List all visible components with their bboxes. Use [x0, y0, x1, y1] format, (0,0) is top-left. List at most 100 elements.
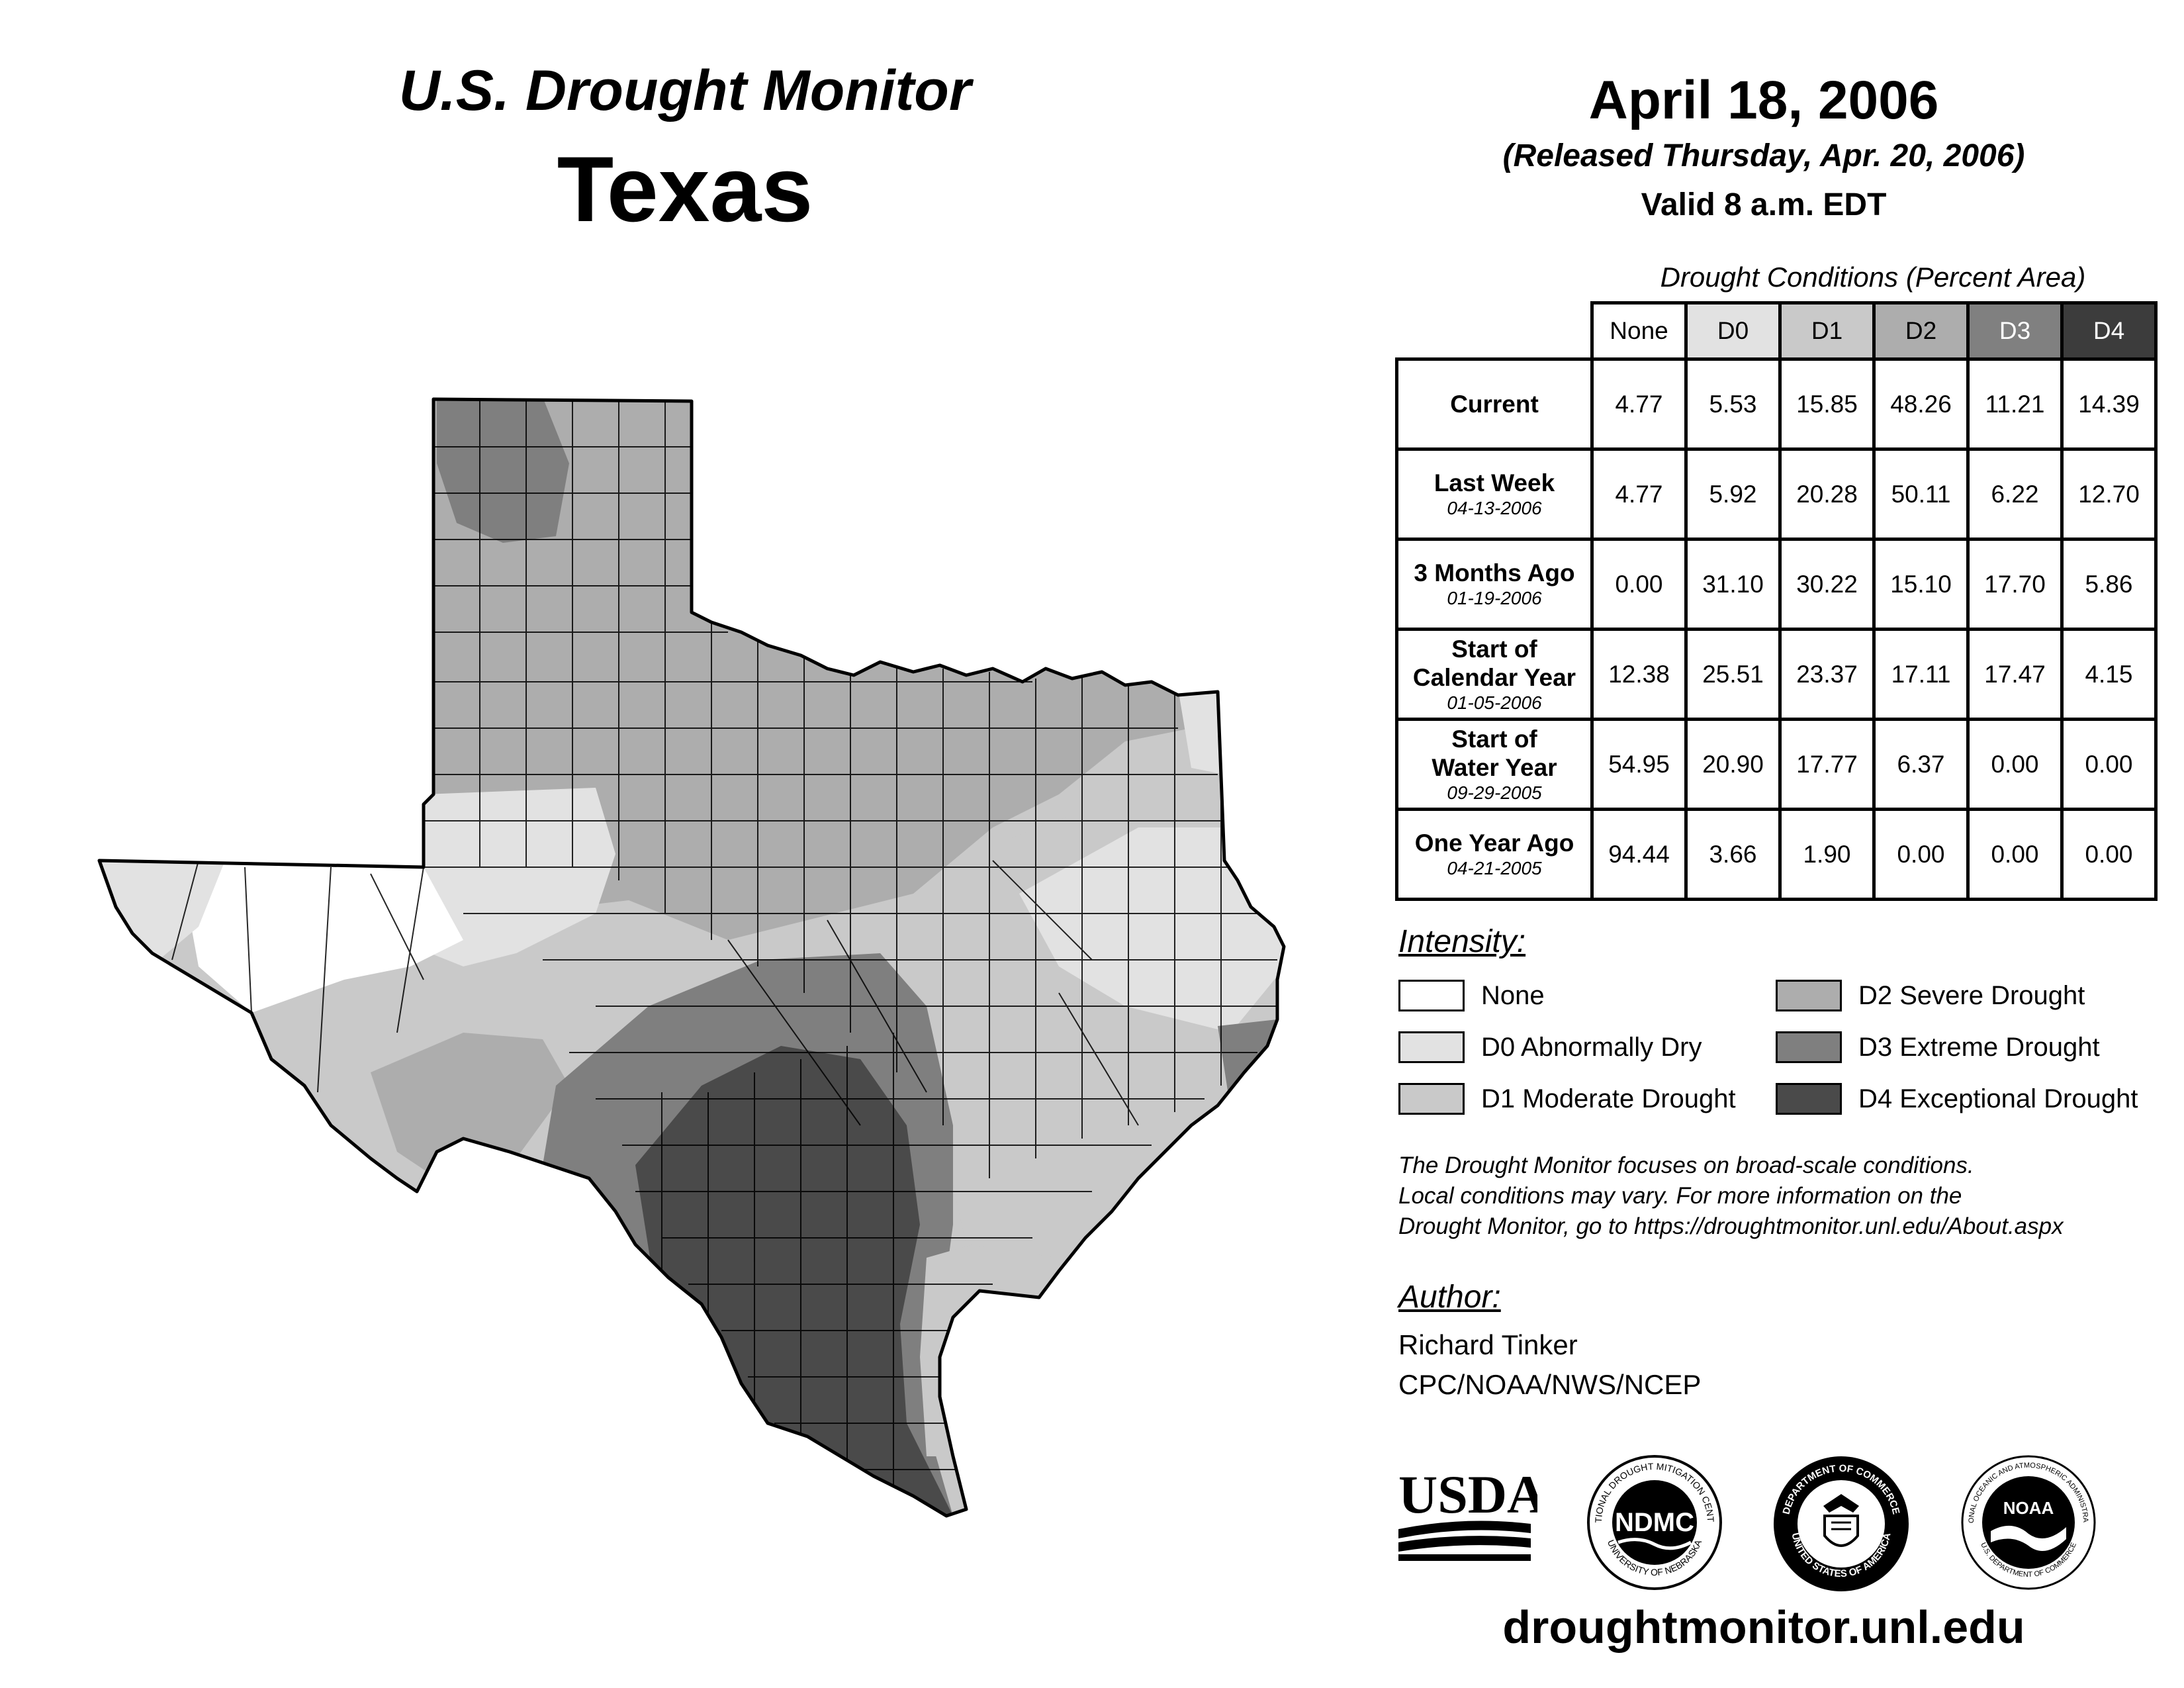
drought-conditions-table: None D0 D1 D2 D3 D4 Current 4.77 5.53 15… — [1395, 301, 2158, 901]
cell-value: 20.28 — [1778, 447, 1876, 541]
legend-swatch-d3 — [1776, 1031, 1842, 1063]
row-label: Current — [1395, 357, 1594, 451]
row-label-line2: Calendar Year — [1412, 663, 1576, 691]
cell-value: 54.95 — [1590, 718, 1688, 811]
row-label-text: Last Week — [1433, 469, 1555, 496]
cell-value: 5.86 — [2060, 538, 2158, 631]
cell-value: 12.70 — [2060, 447, 2158, 541]
row-label: 3 Months Ago 01-19-2006 — [1395, 538, 1594, 631]
author-org: CPC/NOAA/NWS/NCEP — [1398, 1369, 1702, 1400]
usda-logo: USDA — [1398, 1464, 1537, 1561]
table-row: Current 4.77 5.53 15.85 48.26 11.21 14.3… — [1395, 357, 2158, 451]
col-d0: D0 — [1684, 301, 1782, 361]
col-none: None — [1590, 301, 1688, 361]
note-line-2: Local conditions may vary. For more info… — [1398, 1183, 1962, 1209]
cell-value: 20.90 — [1684, 718, 1782, 811]
ndmc-logo: NATIONAL DROUGHT MITIGATION CENTER UNIVE… — [1585, 1453, 1722, 1590]
website-url: droughtmonitor.unl.edu — [1502, 1601, 2025, 1653]
legend-swatch-d4 — [1776, 1083, 1842, 1115]
ndmc-logo-text: NDMC — [1615, 1508, 1694, 1537]
table-row: Start of Calendar Year 01-05-2006 12.38 … — [1395, 628, 2158, 721]
cell-value: 6.22 — [1966, 447, 2064, 541]
row-label: Start of Calendar Year 01-05-2006 — [1395, 628, 1594, 721]
cell-value: 48.26 — [1872, 357, 1970, 451]
legend-title: Intensity: — [1398, 924, 1526, 959]
cell-value: 50.11 — [1872, 447, 1970, 541]
row-date: 09-29-2005 — [1447, 782, 1542, 803]
row-label-text: Current — [1450, 391, 1539, 418]
cell-value: 0.00 — [2060, 718, 2158, 811]
row-label-text: One Year Ago — [1414, 829, 1574, 857]
legend-label-d4: D4 Exceptional Drought — [1858, 1084, 2138, 1113]
cell-value: 94.44 — [1590, 808, 1688, 901]
texas-drought-map — [97, 397, 1286, 1518]
row-label-line1: Start of — [1451, 635, 1537, 663]
cell-value: 31.10 — [1684, 538, 1782, 631]
row-label-text: 3 Months Ago — [1414, 559, 1575, 586]
bird-icon — [1991, 1525, 2066, 1551]
row-label: One Year Ago 04-21-2005 — [1395, 808, 1594, 901]
legend-label-d1: D1 Moderate Drought — [1481, 1084, 1736, 1113]
shield-icon — [1823, 1515, 1859, 1547]
row-label-line2: Water Year — [1432, 753, 1557, 781]
cell-value: 12.38 — [1590, 628, 1688, 721]
col-d3: D3 — [1966, 301, 2064, 361]
release-date: (Released Thursday, Apr. 20, 2006) — [1502, 138, 2025, 173]
table-row: Start of Water Year 09-29-2005 54.95 20.… — [1395, 718, 2158, 811]
cell-value: 11.21 — [1966, 357, 2064, 451]
cell-value: 23.37 — [1778, 628, 1876, 721]
cell-value: 1.90 — [1778, 808, 1876, 901]
row-date: 04-21-2005 — [1447, 858, 1542, 878]
cell-value: 17.47 — [1966, 628, 2064, 721]
row-label: Last Week 04-13-2006 — [1395, 447, 1594, 541]
note-line-1: The Drought Monitor focuses on broad-sca… — [1398, 1152, 1974, 1178]
legend-label-none: None — [1481, 981, 1545, 1010]
eagle-icon — [1823, 1494, 1859, 1513]
cell-value: 30.22 — [1778, 538, 1876, 631]
commerce-seal: DEPARTMENT OF COMMERCE UNITED STATES OF … — [1774, 1456, 1909, 1591]
legend-label-d3: D3 Extreme Drought — [1858, 1033, 2100, 1062]
cell-value: 6.37 — [1872, 718, 1970, 811]
legend-swatch-d2 — [1776, 980, 1842, 1011]
noaa-logo: NATIONAL OCEANIC AND ATMOSPHERIC ADMINIS… — [1959, 1453, 2096, 1590]
table-row: 3 Months Ago 01-19-2006 0.00 31.10 30.22… — [1395, 538, 2158, 631]
author-name: Richard Tinker — [1398, 1329, 1578, 1360]
cell-value: 0.00 — [1966, 718, 2064, 811]
cell-value: 14.39 — [2060, 357, 2158, 451]
map-date: April 18, 2006 — [1588, 70, 1939, 130]
legend: None D0 Abnormally Dry D1 Moderate Droug… — [1398, 980, 2184, 1132]
cell-value: 15.10 — [1872, 538, 1970, 631]
col-d4: D4 — [2060, 301, 2158, 361]
author-title: Author: — [1398, 1280, 1501, 1315]
cell-value: 3.66 — [1684, 808, 1782, 901]
row-label-line1: Start of — [1451, 725, 1537, 753]
valid-time: Valid 8 a.m. EDT — [1641, 187, 1887, 222]
row-date: 01-19-2006 — [1447, 588, 1542, 608]
cell-value: 17.11 — [1872, 628, 1970, 721]
col-d2: D2 — [1872, 301, 1970, 361]
legend-swatch-d1 — [1398, 1083, 1465, 1115]
cell-value: 4.15 — [2060, 628, 2158, 721]
row-label: Start of Water Year 09-29-2005 — [1395, 718, 1594, 811]
row-date: 01-05-2006 — [1447, 692, 1542, 713]
map-title: Texas — [557, 137, 813, 241]
cell-value: 0.00 — [1966, 808, 2064, 901]
cell-value: 0.00 — [2060, 808, 2158, 901]
table-header-row: None D0 D1 D2 D3 D4 — [1397, 301, 2158, 361]
usda-logo-text: USDA — [1398, 1464, 1537, 1524]
table-caption: Drought Conditions (Percent Area) — [1660, 261, 2086, 293]
cell-value: 0.00 — [1872, 808, 1970, 901]
cell-value: 25.51 — [1684, 628, 1782, 721]
cell-value: 5.92 — [1684, 447, 1782, 541]
cell-value: 17.70 — [1966, 538, 2064, 631]
legend-swatch-d0 — [1398, 1031, 1465, 1063]
row-date: 04-13-2006 — [1447, 498, 1542, 518]
map-subtitle: U.S. Drought Monitor — [398, 59, 972, 122]
table-corner — [1397, 303, 1592, 359]
cell-value: 0.00 — [1590, 538, 1688, 631]
legend-label-d0: D0 Abnormally Dry — [1481, 1033, 1702, 1062]
note-line-3: Drought Monitor, go to https://droughtmo… — [1398, 1213, 2064, 1239]
cell-value: 5.53 — [1684, 357, 1782, 451]
cell-value: 4.77 — [1590, 357, 1688, 451]
cell-value: 4.77 — [1590, 447, 1688, 541]
